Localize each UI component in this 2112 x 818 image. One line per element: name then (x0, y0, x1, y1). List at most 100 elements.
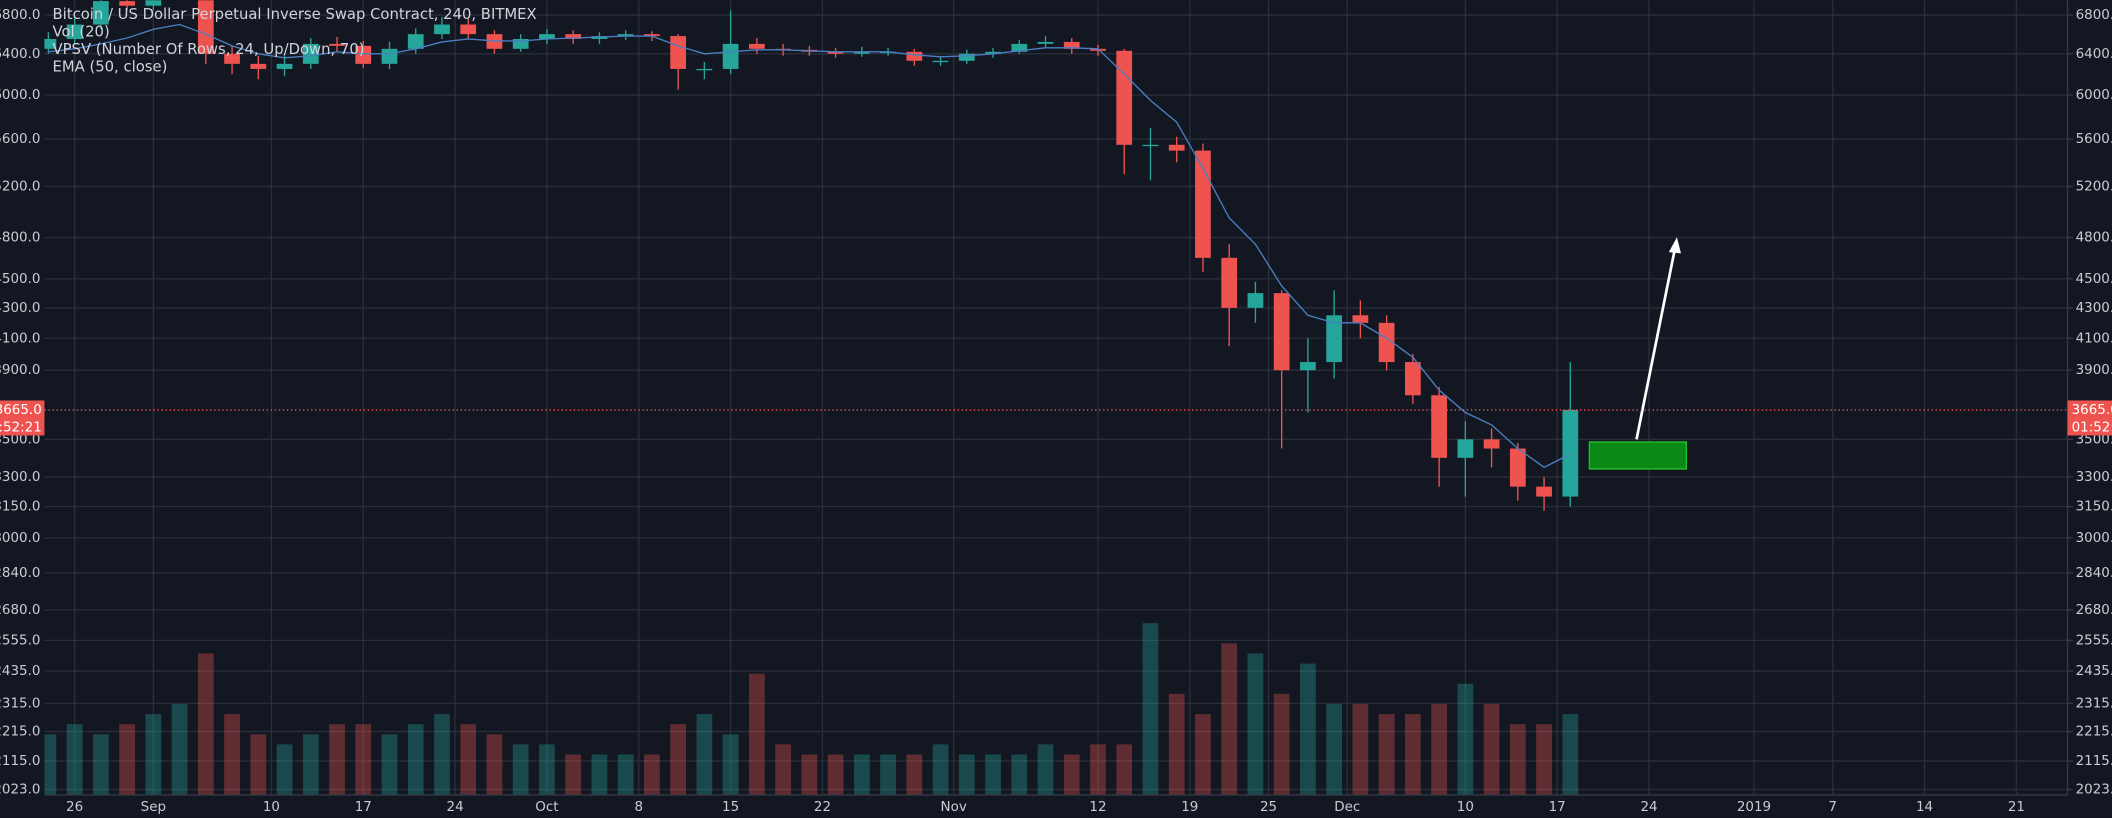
candle-body (670, 36, 687, 69)
volume-bar (670, 724, 687, 795)
candle-body (512, 38, 529, 49)
candle-body (985, 51, 1001, 54)
candle-body (355, 45, 372, 64)
y-tick-label: 6000.0 (0, 88, 40, 103)
candle-body (932, 60, 949, 63)
legend: Bitcoin / US Dollar Perpetual Inverse Sw… (53, 6, 537, 76)
y-tick-label: 4100.0 (0, 331, 40, 346)
volume-bar (801, 754, 818, 795)
volume-bar (92, 734, 109, 795)
arrow-head (1668, 237, 1681, 254)
y-tick-label: 5600.0 (2076, 132, 2112, 147)
volume-bar (1273, 693, 1290, 795)
last-price-tag (2067, 400, 2112, 436)
last-price-label: 3665.0 (2072, 403, 2112, 418)
volume-layer (44, 623, 1579, 795)
volume-bar (329, 724, 345, 795)
candle-body (1037, 41, 1054, 44)
y-tick-label: 2680.0 (2076, 603, 2112, 618)
y-tick-label: 4300.0 (2076, 301, 2112, 316)
candle-body (1483, 439, 1500, 449)
y-tick-label: 2435.0 (2076, 664, 2112, 679)
candle-body (1536, 486, 1552, 497)
last-price-label: 3665.0 (0, 403, 42, 418)
y-tick-label: 3000.0 (0, 531, 40, 546)
candle-body (1011, 43, 1028, 52)
volume-bar (302, 734, 319, 795)
candle-body (696, 68, 713, 71)
candle-body (1378, 322, 1395, 363)
x-tick-label: 24 (447, 800, 464, 815)
candle-body (1247, 293, 1264, 308)
y-tick-label: 3500.0 (2076, 432, 2112, 447)
y-tick-label: 4800.0 (2076, 231, 2112, 246)
x-tick-label: 22 (814, 800, 831, 815)
volume-bar (224, 714, 240, 795)
x-tick-label: 19 (1181, 800, 1198, 815)
x-tick-label: 8 (635, 800, 644, 815)
candle-body (1142, 144, 1159, 147)
volume-bar (1536, 724, 1552, 795)
volume-bar (591, 754, 608, 795)
candle-body (1063, 41, 1080, 49)
candle-body (1457, 439, 1474, 458)
target-box (1588, 441, 1688, 470)
x-tick-label: 17 (355, 800, 372, 815)
volume-bar (434, 714, 450, 795)
candle-body (276, 63, 293, 69)
candle-body (250, 63, 267, 69)
countdown-label: 01:52:21 (0, 420, 42, 435)
volume-bar (1431, 703, 1447, 795)
price-layer (44, 0, 1579, 511)
volume-bar (722, 734, 739, 795)
x-tick-label: 25 (1260, 800, 1277, 815)
x-tick-label: Sep (141, 800, 166, 815)
candle-body (827, 51, 844, 54)
volume-bar (1063, 754, 1080, 795)
y-tick-label: 2555.0 (0, 633, 40, 648)
candle-body (1168, 144, 1185, 151)
candle-body (460, 24, 477, 35)
candle-body (224, 53, 240, 64)
candle-body (1404, 362, 1421, 396)
x-tick-label: 24 (1640, 800, 1657, 815)
y-tick-label: 3150.0 (0, 500, 40, 515)
y-tick-label: 4300.0 (0, 301, 40, 316)
y-tick-label: 3900.0 (2076, 363, 2112, 378)
volume-bar (1221, 643, 1238, 795)
candle-body (1195, 150, 1211, 258)
candle-body (906, 51, 923, 61)
volume-bar (250, 734, 267, 795)
volume-bar (1404, 714, 1421, 795)
candle-body (539, 34, 555, 39)
candle-body (92, 1, 109, 25)
y-tick-label: 6000.0 (2076, 88, 2112, 103)
candle-body (722, 43, 739, 69)
y-tick-label: 2115.0 (2076, 754, 2112, 769)
grid (44, 0, 2068, 795)
volume-bar (66, 724, 83, 795)
candle-body (44, 38, 57, 49)
volume-bar (276, 744, 293, 795)
y-tick-label: 2840.0 (2076, 566, 2112, 581)
y-tick-label: 4500.0 (0, 272, 40, 287)
volume-bar (1090, 744, 1106, 795)
y-tick-label: 4500.0 (2076, 272, 2112, 287)
candle-body (1431, 395, 1447, 458)
volume-bar (407, 724, 424, 795)
volume-bar (827, 754, 844, 795)
y-tick-label: 2215.0 (2076, 725, 2112, 740)
volume-bar (748, 673, 765, 795)
candle-body (1090, 48, 1106, 51)
y-tick-label: 3500.0 (0, 432, 40, 447)
volume-bar (565, 754, 582, 795)
candle-body (748, 43, 765, 49)
volume-bar (985, 754, 1001, 795)
candle-body (1273, 293, 1290, 371)
volume-bar (853, 754, 870, 795)
candle-body (617, 34, 634, 37)
volume-bar (486, 734, 503, 795)
arrow-line (1635, 245, 1677, 440)
